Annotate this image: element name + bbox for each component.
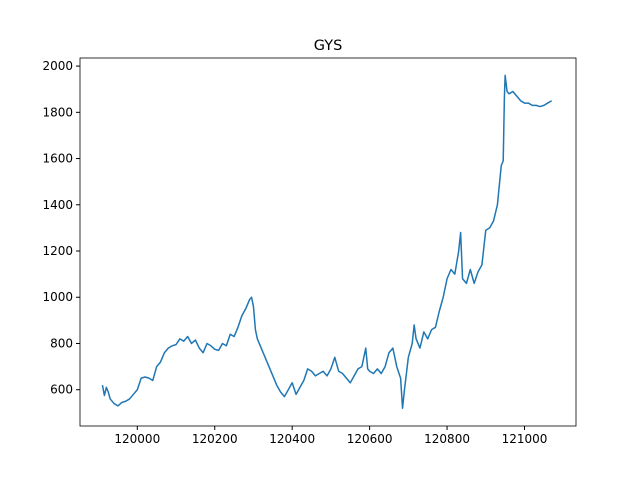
x-tick-label: 120600 <box>347 432 393 446</box>
x-tick-label: 120400 <box>269 432 315 446</box>
y-tick-label: 1400 <box>42 198 73 212</box>
y-tick-label: 1000 <box>42 290 73 304</box>
chart-title: GYS <box>314 38 343 54</box>
x-tick-label: 120000 <box>114 432 160 446</box>
y-tick-label: 600 <box>50 383 73 397</box>
y-tick-label: 1200 <box>42 244 73 258</box>
y-tick-label: 1800 <box>42 105 73 119</box>
y-tick-label: 1600 <box>42 152 73 166</box>
x-tick-label: 121000 <box>502 432 548 446</box>
x-tick-label: 120800 <box>424 432 470 446</box>
y-tick-label: 2000 <box>42 59 73 73</box>
axes-frame <box>79 57 577 427</box>
y-tick-label: 800 <box>50 336 73 350</box>
x-tick-label: 120200 <box>192 432 238 446</box>
data-line <box>101 74 552 409</box>
